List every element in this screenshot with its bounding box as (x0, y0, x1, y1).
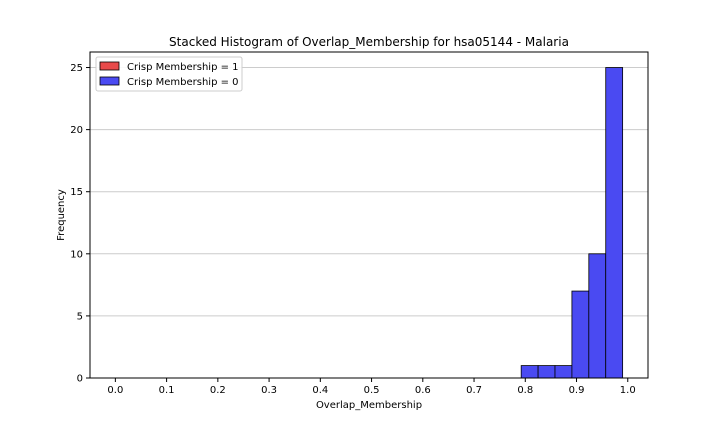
plot-frame (89, 51, 649, 379)
x-tick-label: 0.7 (466, 385, 482, 396)
legend-box (95, 56, 243, 92)
histogram-bar (605, 67, 624, 379)
y-axis-ticks: 0 5 10 15 20 25 (70, 63, 90, 385)
y-tick-label: 5 (77, 311, 83, 322)
chart-title: Stacked Histogram of Overlap_Membership … (169, 35, 569, 49)
x-tick-label: 0.5 (364, 385, 380, 396)
bars (520, 67, 624, 379)
x-tick-label: 0.2 (210, 385, 226, 396)
x-tick-label: 0.0 (107, 385, 123, 396)
y-tick-label: 25 (70, 63, 83, 74)
x-tick-label: 0.4 (312, 385, 328, 396)
x-tick-label: 1.0 (620, 385, 636, 396)
y-tick-label: 15 (70, 187, 83, 198)
histogram-bar (554, 365, 573, 379)
y-tick-label: 0 (77, 374, 83, 385)
legend-label: Crisp Membership = 0 (127, 77, 239, 88)
histogram-bar (588, 253, 607, 379)
x-tick-label: 0.8 (517, 385, 533, 396)
x-axis-label: Overlap_Membership (316, 400, 422, 411)
legend-swatch (99, 76, 120, 86)
x-tick-label: 0.1 (159, 385, 175, 396)
y-axis-label: Frequency (56, 189, 67, 241)
grid-lines (90, 67, 648, 317)
y-tick-label: 10 (70, 249, 83, 260)
legend-label: Crisp Membership = 1 (127, 62, 239, 73)
histogram-bar (537, 365, 556, 379)
histogram-bar (571, 290, 590, 379)
x-tick-label: 0.6 (415, 385, 431, 396)
x-tick-label: 0.3 (261, 385, 277, 396)
histogram-bar (520, 365, 539, 379)
legend-swatch (99, 61, 120, 71)
x-tick-label: 0.9 (569, 385, 585, 396)
y-tick-label: 20 (70, 125, 83, 136)
legend: Crisp Membership = 1 Crisp Membership = 0 (95, 56, 243, 92)
x-axis-ticks: 0.0 0.1 0.2 0.3 0.4 0.5 0.6 0.7 0.8 0.9 1.0 (107, 378, 636, 396)
